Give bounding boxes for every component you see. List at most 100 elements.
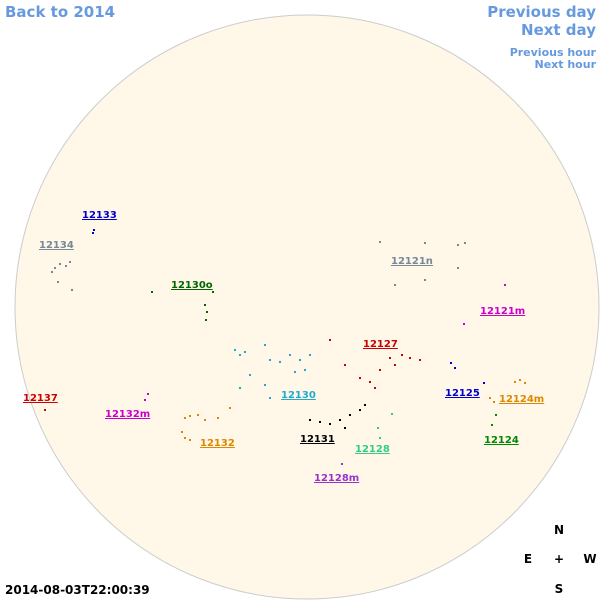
sunspot bbox=[489, 397, 491, 399]
next-hour-link[interactable]: Next hour bbox=[535, 58, 597, 71]
sunspot bbox=[491, 424, 493, 426]
sunspot bbox=[401, 354, 403, 356]
sunspot bbox=[249, 374, 251, 376]
compass-south: S bbox=[555, 582, 564, 596]
region-label[interactable]: 12130o bbox=[171, 280, 213, 291]
region-label[interactable]: 12125 bbox=[445, 388, 480, 399]
sunspot bbox=[264, 344, 266, 346]
sunspot bbox=[450, 362, 452, 364]
sunspot bbox=[264, 384, 266, 386]
sunspot bbox=[206, 311, 208, 313]
sunspot bbox=[344, 364, 346, 366]
sunspot bbox=[244, 351, 246, 353]
sunspot bbox=[457, 244, 459, 246]
sunspot bbox=[212, 291, 214, 293]
sunspot bbox=[409, 357, 411, 359]
region-label[interactable]: 12130 bbox=[281, 390, 316, 401]
sunspot bbox=[204, 419, 206, 421]
sunspot bbox=[424, 242, 426, 244]
sunspot bbox=[147, 393, 149, 395]
region-label[interactable]: 12137 bbox=[23, 393, 58, 404]
region-label[interactable]: 12124 bbox=[484, 435, 519, 446]
sunspot bbox=[181, 431, 183, 433]
sunspot bbox=[57, 281, 59, 283]
sunspot bbox=[51, 271, 53, 273]
region-label[interactable]: 12128 bbox=[355, 444, 390, 455]
sunspot bbox=[391, 413, 393, 415]
sunspot bbox=[59, 263, 61, 265]
sunspot bbox=[289, 354, 291, 356]
region-label[interactable]: 12121m bbox=[480, 306, 525, 317]
sunspot bbox=[269, 397, 271, 399]
sunspot bbox=[69, 261, 71, 263]
sunspot bbox=[204, 304, 206, 306]
sunspot bbox=[239, 387, 241, 389]
sunspot bbox=[514, 381, 516, 383]
sunspot bbox=[54, 267, 56, 269]
sunspot bbox=[294, 371, 296, 373]
sunspot bbox=[519, 379, 521, 381]
previous-day-link[interactable]: Previous day bbox=[487, 3, 596, 21]
sunspot bbox=[344, 427, 346, 429]
sunspot bbox=[379, 437, 381, 439]
region-label[interactable]: 12121n bbox=[391, 256, 433, 267]
sunspot bbox=[463, 323, 465, 325]
sunspot bbox=[304, 369, 306, 371]
sunspot bbox=[349, 414, 351, 416]
sunspot bbox=[369, 381, 371, 383]
sunspot bbox=[394, 364, 396, 366]
sunspot bbox=[419, 359, 421, 361]
region-label[interactable]: 12132 bbox=[200, 438, 235, 449]
sunspot bbox=[299, 359, 301, 361]
sunspot bbox=[184, 437, 186, 439]
sunspot bbox=[269, 359, 271, 361]
back-link[interactable]: Back to 2014 bbox=[5, 3, 115, 21]
region-label[interactable]: 12134 bbox=[39, 240, 74, 251]
region-label[interactable]: 12128m bbox=[314, 473, 359, 484]
sunspot bbox=[495, 414, 497, 416]
region-label[interactable]: 12133 bbox=[82, 210, 117, 221]
sunspot bbox=[217, 417, 219, 419]
sunspot bbox=[389, 357, 391, 359]
sunspot bbox=[374, 387, 376, 389]
sunspot bbox=[92, 232, 94, 234]
sunspot bbox=[65, 265, 67, 267]
region-label[interactable]: 12132m bbox=[105, 409, 150, 420]
sunspot bbox=[197, 414, 199, 416]
sunspot bbox=[329, 339, 331, 341]
previous-hour-link[interactable]: Previous hour bbox=[510, 46, 597, 59]
sunspot bbox=[394, 284, 396, 286]
region-label[interactable]: 12124m bbox=[499, 394, 544, 405]
sunspot bbox=[189, 415, 191, 417]
sunspot bbox=[377, 427, 379, 429]
sunspot bbox=[239, 354, 241, 356]
sunspot bbox=[379, 369, 381, 371]
sunspot bbox=[329, 423, 331, 425]
sunspot bbox=[229, 407, 231, 409]
sunspot bbox=[144, 399, 146, 401]
sunspot bbox=[359, 377, 361, 379]
sunspot bbox=[184, 417, 186, 419]
sunspot bbox=[189, 439, 191, 441]
sunspot bbox=[454, 367, 456, 369]
sunspot bbox=[339, 419, 341, 421]
sunspot bbox=[279, 361, 281, 363]
sunspot bbox=[93, 229, 95, 231]
region-label[interactable]: 12127 bbox=[363, 339, 398, 350]
sunspot bbox=[319, 421, 321, 423]
sunspot bbox=[234, 349, 236, 351]
sunspot bbox=[309, 354, 311, 356]
sunspot bbox=[359, 409, 361, 411]
sunspot bbox=[464, 242, 466, 244]
sunspot bbox=[71, 289, 73, 291]
region-label[interactable]: 12131 bbox=[300, 434, 335, 445]
compass-north: N bbox=[554, 523, 564, 537]
compass-east: E bbox=[524, 552, 532, 566]
sunspot bbox=[341, 463, 343, 465]
compass-west: W bbox=[583, 552, 596, 566]
sunspot bbox=[309, 419, 311, 421]
next-day-link[interactable]: Next day bbox=[521, 21, 596, 39]
compass-center: + bbox=[554, 552, 564, 566]
sunspot bbox=[424, 279, 426, 281]
